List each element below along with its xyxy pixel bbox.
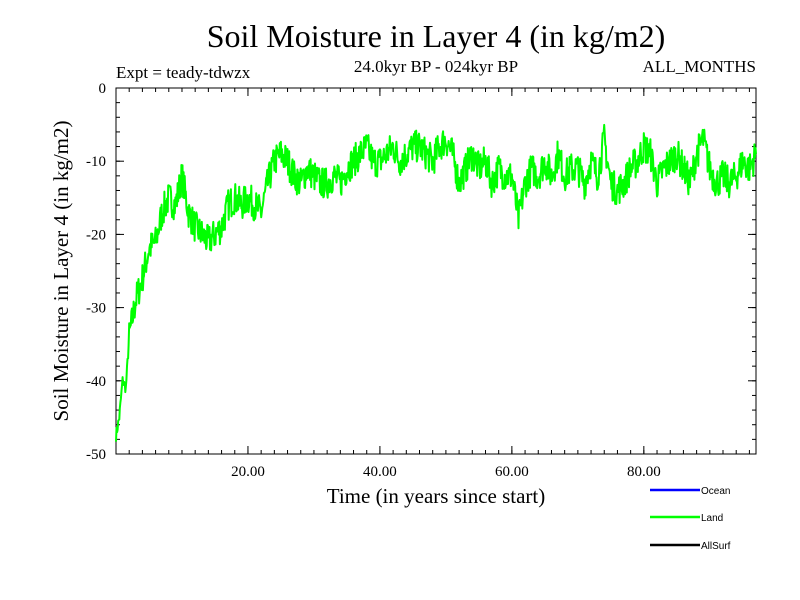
x-tick-label: 40.00 xyxy=(363,464,397,480)
x-tick-label: 20.00 xyxy=(231,464,265,480)
legend-label-land: Land xyxy=(701,513,723,524)
months-label: ALL_MONTHS xyxy=(643,57,756,76)
y-axis-label: Soil Moisture in Layer 4 (in kg/m2) xyxy=(49,121,73,422)
experiment-label: Expt = teady-tdwzx xyxy=(116,63,251,82)
y-tick-label: -10 xyxy=(86,154,106,170)
legend: Ocean Land AllSurf xyxy=(650,486,731,552)
plot-frame xyxy=(115,87,757,455)
series-layer xyxy=(115,123,757,442)
legend-label-ocean: Ocean xyxy=(701,486,730,497)
x-tick-label: 60.00 xyxy=(495,464,529,480)
y-tick-label: -50 xyxy=(86,447,106,463)
x-axis-label: Time (in years since start) xyxy=(327,484,546,508)
y-tick-label: -40 xyxy=(86,374,106,390)
axis-tick-labels: 0 -10 -20 -30 -40 -50 20.00 40.00 60.00 80.00 xyxy=(86,81,661,480)
x-tick-label: 80.00 xyxy=(627,464,661,480)
y-tick-label: -30 xyxy=(86,301,106,317)
y-tick-label: 0 xyxy=(99,81,107,97)
axis-ticks xyxy=(116,87,756,455)
chart-title: Soil Moisture in Layer 4 (in kg/m2) xyxy=(207,18,666,54)
chart-subtitle: 24.0kyr BP - 024kyr BP xyxy=(354,57,518,76)
series-line-land xyxy=(115,123,757,442)
y-tick-label: -20 xyxy=(86,227,106,243)
legend-label-allsurf: AllSurf xyxy=(701,541,731,552)
